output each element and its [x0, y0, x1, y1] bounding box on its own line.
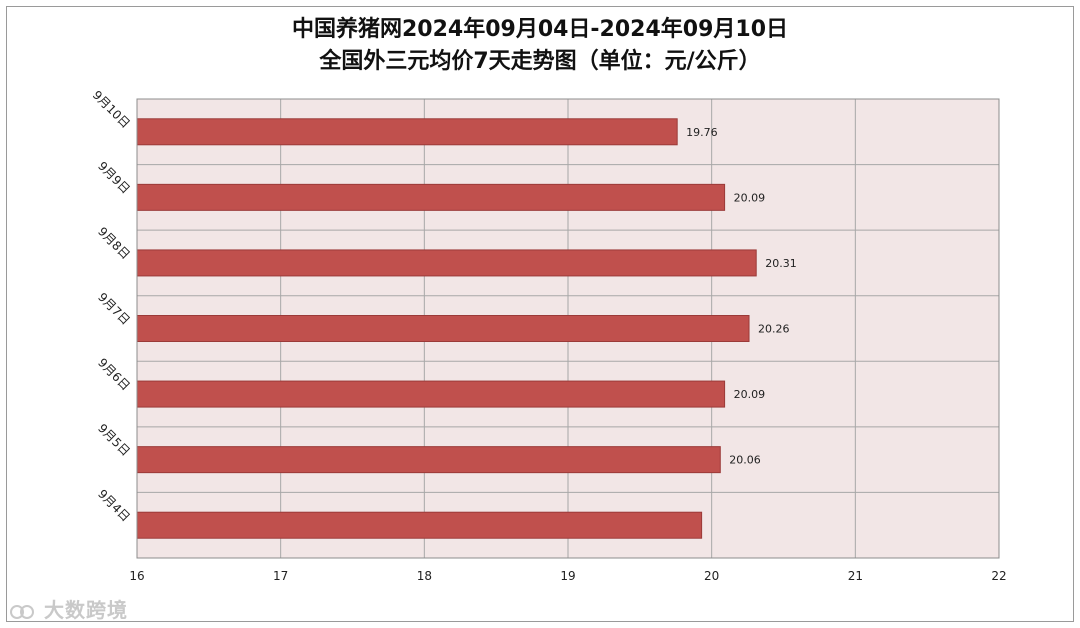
- x-tick-label: 20: [704, 569, 719, 583]
- bar: [136, 183, 726, 211]
- watermark-text: 大数跨境: [43, 598, 128, 622]
- plot-border: [136, 98, 1000, 559]
- data-label: 20.09: [734, 191, 766, 204]
- x-tick-label: 17: [273, 569, 288, 583]
- data-label: 20.31: [765, 257, 797, 270]
- x-tick-label: 21: [848, 569, 863, 583]
- category-label: 9月8日: [95, 224, 133, 262]
- chart-title: 中国养猪网2024年09月04日-2024年09月10日: [291, 17, 789, 42]
- chart-subtitle: 全国外三元均价7天走势图（单位：元/公斤）: [319, 49, 761, 74]
- category-label: 9月9日: [95, 159, 133, 197]
- bar: [136, 118, 678, 146]
- chart-title-block: 中国养猪网2024年09月04日-2024年09月10日 全国外三元均价7天走势…: [0, 14, 1080, 78]
- category-label: 9月7日: [95, 290, 133, 328]
- watermark-logo-icon: [10, 604, 34, 619]
- data-label: 20.06: [729, 454, 761, 467]
- x-tick-label: 22: [991, 569, 1006, 583]
- bar: [136, 249, 757, 277]
- data-label: 20.26: [758, 323, 790, 336]
- data-label: 20.09: [734, 388, 766, 401]
- category-label: 9月5日: [95, 421, 133, 459]
- x-tick-label: 18: [417, 569, 432, 583]
- bar: [136, 315, 750, 342]
- watermark: 大数跨境: [10, 594, 128, 623]
- category-label: 9月6日: [95, 356, 133, 394]
- category-label: 9月4日: [95, 487, 133, 525]
- bar: [136, 511, 703, 539]
- data-label: 19.76: [686, 126, 718, 139]
- x-tick-label: 19: [560, 569, 575, 583]
- category-label: 9月10日: [90, 88, 133, 131]
- x-tick-label: 16: [129, 569, 144, 583]
- bar: [136, 446, 721, 474]
- bar: [136, 380, 726, 408]
